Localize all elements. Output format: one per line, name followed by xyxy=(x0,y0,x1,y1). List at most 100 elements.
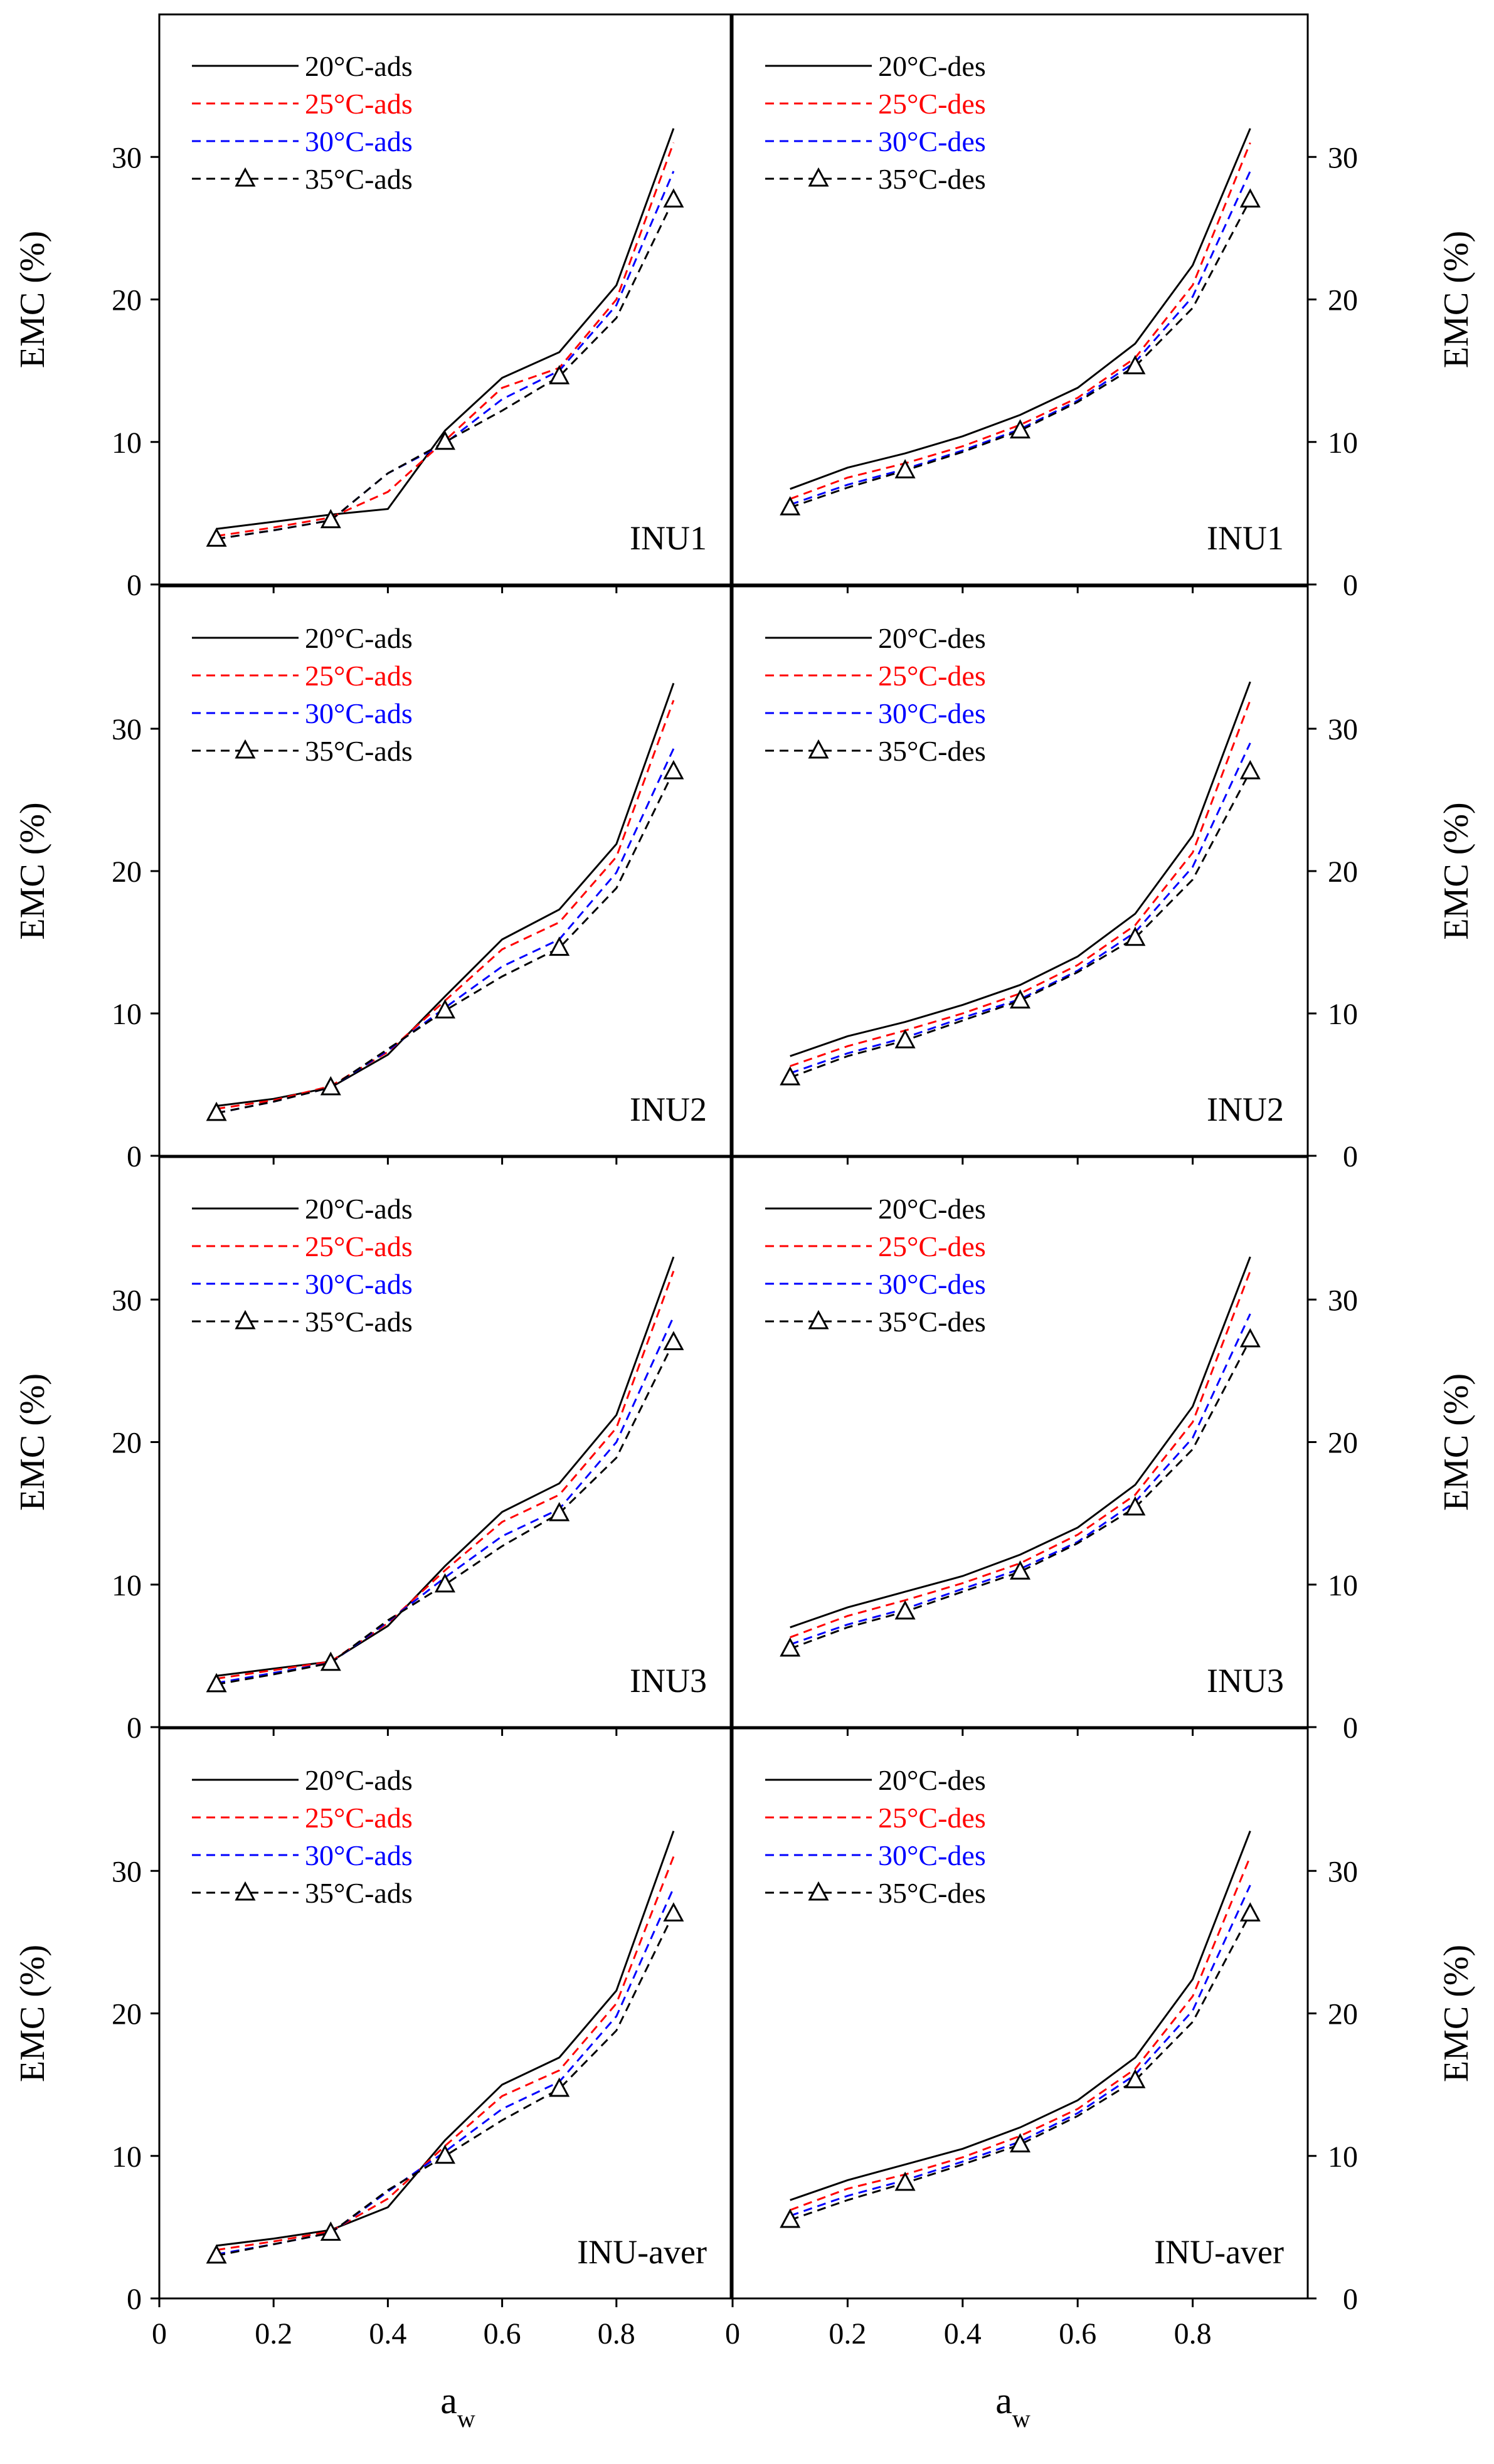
series-line-3 xyxy=(216,748,675,1114)
series-line-4 xyxy=(790,199,1251,509)
legend-label-2: 25°C-ads xyxy=(305,1802,413,1834)
legend-label-1: 20°C-des xyxy=(878,1193,986,1225)
series-line-2 xyxy=(790,1856,1251,2211)
data-point-triangle xyxy=(549,1501,570,1521)
legend-label-3: 30°C-des xyxy=(878,1268,986,1300)
y-tick-label: 30 xyxy=(1328,713,1358,746)
y-tick-label: 20 xyxy=(1328,1998,1358,2031)
plot-frame xyxy=(158,585,732,1157)
chart-panel-8: 0 10 20 30 EMC (%) 0 0.2 0.4 0.6 0.8 20°C-des 25°C-… xyxy=(725,1727,1476,2350)
y-tick-label: 0 xyxy=(127,2283,142,2316)
data-point-triangle xyxy=(206,1101,227,1121)
y-tick-label: 0 xyxy=(1343,1711,1358,1745)
y-tick-label: 20 xyxy=(112,1998,142,2031)
y-tick-label: 0 xyxy=(127,569,142,602)
legend-marker-triangle xyxy=(808,739,829,759)
x-tick-label: 0 xyxy=(725,2317,740,2350)
data-point-triangle xyxy=(1125,1496,1146,1516)
legend-marker-triangle xyxy=(235,739,256,759)
y-tick-label: 30 xyxy=(112,1284,142,1317)
y-tick-label: 0 xyxy=(127,1140,142,1173)
legend-label-4: 35°C-des xyxy=(878,163,986,195)
series-line-1 xyxy=(216,1831,675,2247)
plot-frame xyxy=(731,1156,1309,1728)
x-tick-label: 0.4 xyxy=(369,2317,406,2350)
series-line-4 xyxy=(790,771,1251,1079)
series-line-1 xyxy=(790,1831,1251,2201)
series-line-2 xyxy=(790,700,1251,1067)
y-tick-label: 10 xyxy=(112,1569,142,1602)
data-point-triangle xyxy=(1009,2133,1031,2153)
data-point-triangle xyxy=(1125,926,1146,946)
legend-label-2: 25°C-des xyxy=(878,1802,986,1834)
legend-label-1: 20°C-des xyxy=(878,50,986,82)
y-tick-label: 10 xyxy=(1328,998,1358,1031)
y-tick-label: 30 xyxy=(1328,1284,1358,1317)
legend-label-1: 20°C-des xyxy=(878,1764,986,1796)
series-line-1 xyxy=(790,128,1251,490)
data-point-triangle xyxy=(549,365,570,384)
x-axis-label-right: aw xyxy=(995,2380,1030,2433)
chart-panel-2: 0 10 20 30 EMC (%) 20°C-des 25°C-des 30°C-des 35… xyxy=(731,13,1476,602)
y-tick-label: 0 xyxy=(127,1711,142,1745)
legend-label-4: 35°C-des xyxy=(878,735,986,767)
y-axis-title: EMC (%) xyxy=(13,802,52,939)
chart-panels: 0 10 20 30 EMC (%) 20°C-ads 25°C-ads 30°C-ads 35… xyxy=(13,13,1476,2350)
x-tick-label: 0.2 xyxy=(255,2317,292,2350)
legend-marker-triangle xyxy=(808,1309,829,1330)
legend-label-1: 20°C-ads xyxy=(305,1764,413,1796)
y-tick-label: 10 xyxy=(112,2140,142,2174)
legend-label-4: 35°C-ads xyxy=(305,1306,413,1338)
legend-label-3: 30°C-ads xyxy=(305,1268,413,1300)
y-tick-label: 30 xyxy=(112,713,142,746)
data-point-triangle xyxy=(780,1637,801,1657)
y-tick-label: 10 xyxy=(1328,426,1358,460)
legend-marker-triangle xyxy=(235,167,256,187)
series-line-3 xyxy=(790,1313,1251,1646)
x-tick-label: 0.8 xyxy=(598,2317,635,2350)
data-point-triangle xyxy=(1009,989,1031,1009)
data-point-triangle xyxy=(434,999,456,1018)
data-point-triangle xyxy=(1239,188,1261,208)
series-line-4 xyxy=(216,771,675,1114)
chart-panel-3: 0 10 20 30 EMC (%) 20°C-ads 25°C-ads 30°C-ads 35… xyxy=(13,585,732,1173)
x-tick-label: 0 xyxy=(152,2317,167,2350)
data-point-triangle xyxy=(780,1065,801,1086)
data-point-triangle xyxy=(549,2077,570,2097)
data-point-triangle xyxy=(206,1673,227,1693)
y-tick-label: 30 xyxy=(1328,141,1358,174)
series-line-2 xyxy=(216,1856,675,2251)
legend-label-1: 20°C-ads xyxy=(305,50,413,82)
data-point-triangle xyxy=(434,2144,456,2164)
legend-label-2: 25°C-ads xyxy=(305,88,413,120)
plot-frame xyxy=(158,1156,732,1728)
y-tick-label: 30 xyxy=(112,1855,142,1888)
y-tick-label: 20 xyxy=(1328,1427,1358,1460)
legend-label-3: 30°C-des xyxy=(878,1839,986,1871)
panel-label: INU2 xyxy=(630,1091,707,1128)
plot-frame xyxy=(731,13,1309,586)
chart-panel-7: 0 10 20 30 EMC (%) 0 0.2 0.4 0.6 0.8 20°C-ads 25°C-… xyxy=(13,1727,732,2350)
x-tick-label: 0.8 xyxy=(1174,2317,1212,2350)
y-tick-label: 20 xyxy=(112,1427,142,1460)
chart-panel-1: 0 10 20 30 EMC (%) 20°C-ads 25°C-ads 30°C-ads 35… xyxy=(13,13,732,602)
legend-marker-triangle xyxy=(808,1881,829,1901)
legend-marker-triangle xyxy=(235,1881,256,1901)
legend-marker-triangle xyxy=(235,1309,256,1330)
legend-label-1: 20°C-des xyxy=(878,622,986,654)
data-point-triangle xyxy=(1239,1902,1261,1922)
data-point-triangle xyxy=(549,936,570,956)
legend-label-3: 30°C-des xyxy=(878,697,986,729)
data-point-triangle xyxy=(1239,759,1261,780)
series-line-1 xyxy=(790,681,1251,1057)
series-line-1 xyxy=(216,682,675,1107)
data-point-triangle xyxy=(1125,355,1146,374)
series-line-2 xyxy=(790,142,1251,500)
legend-label-4: 35°C-des xyxy=(878,1306,986,1338)
plot-frame xyxy=(731,585,1309,1157)
x-tick-label: 0.6 xyxy=(484,2317,521,2350)
series-line-4 xyxy=(790,1339,1251,1650)
legend-label-2: 25°C-des xyxy=(878,88,986,120)
series-line-2 xyxy=(216,142,675,537)
